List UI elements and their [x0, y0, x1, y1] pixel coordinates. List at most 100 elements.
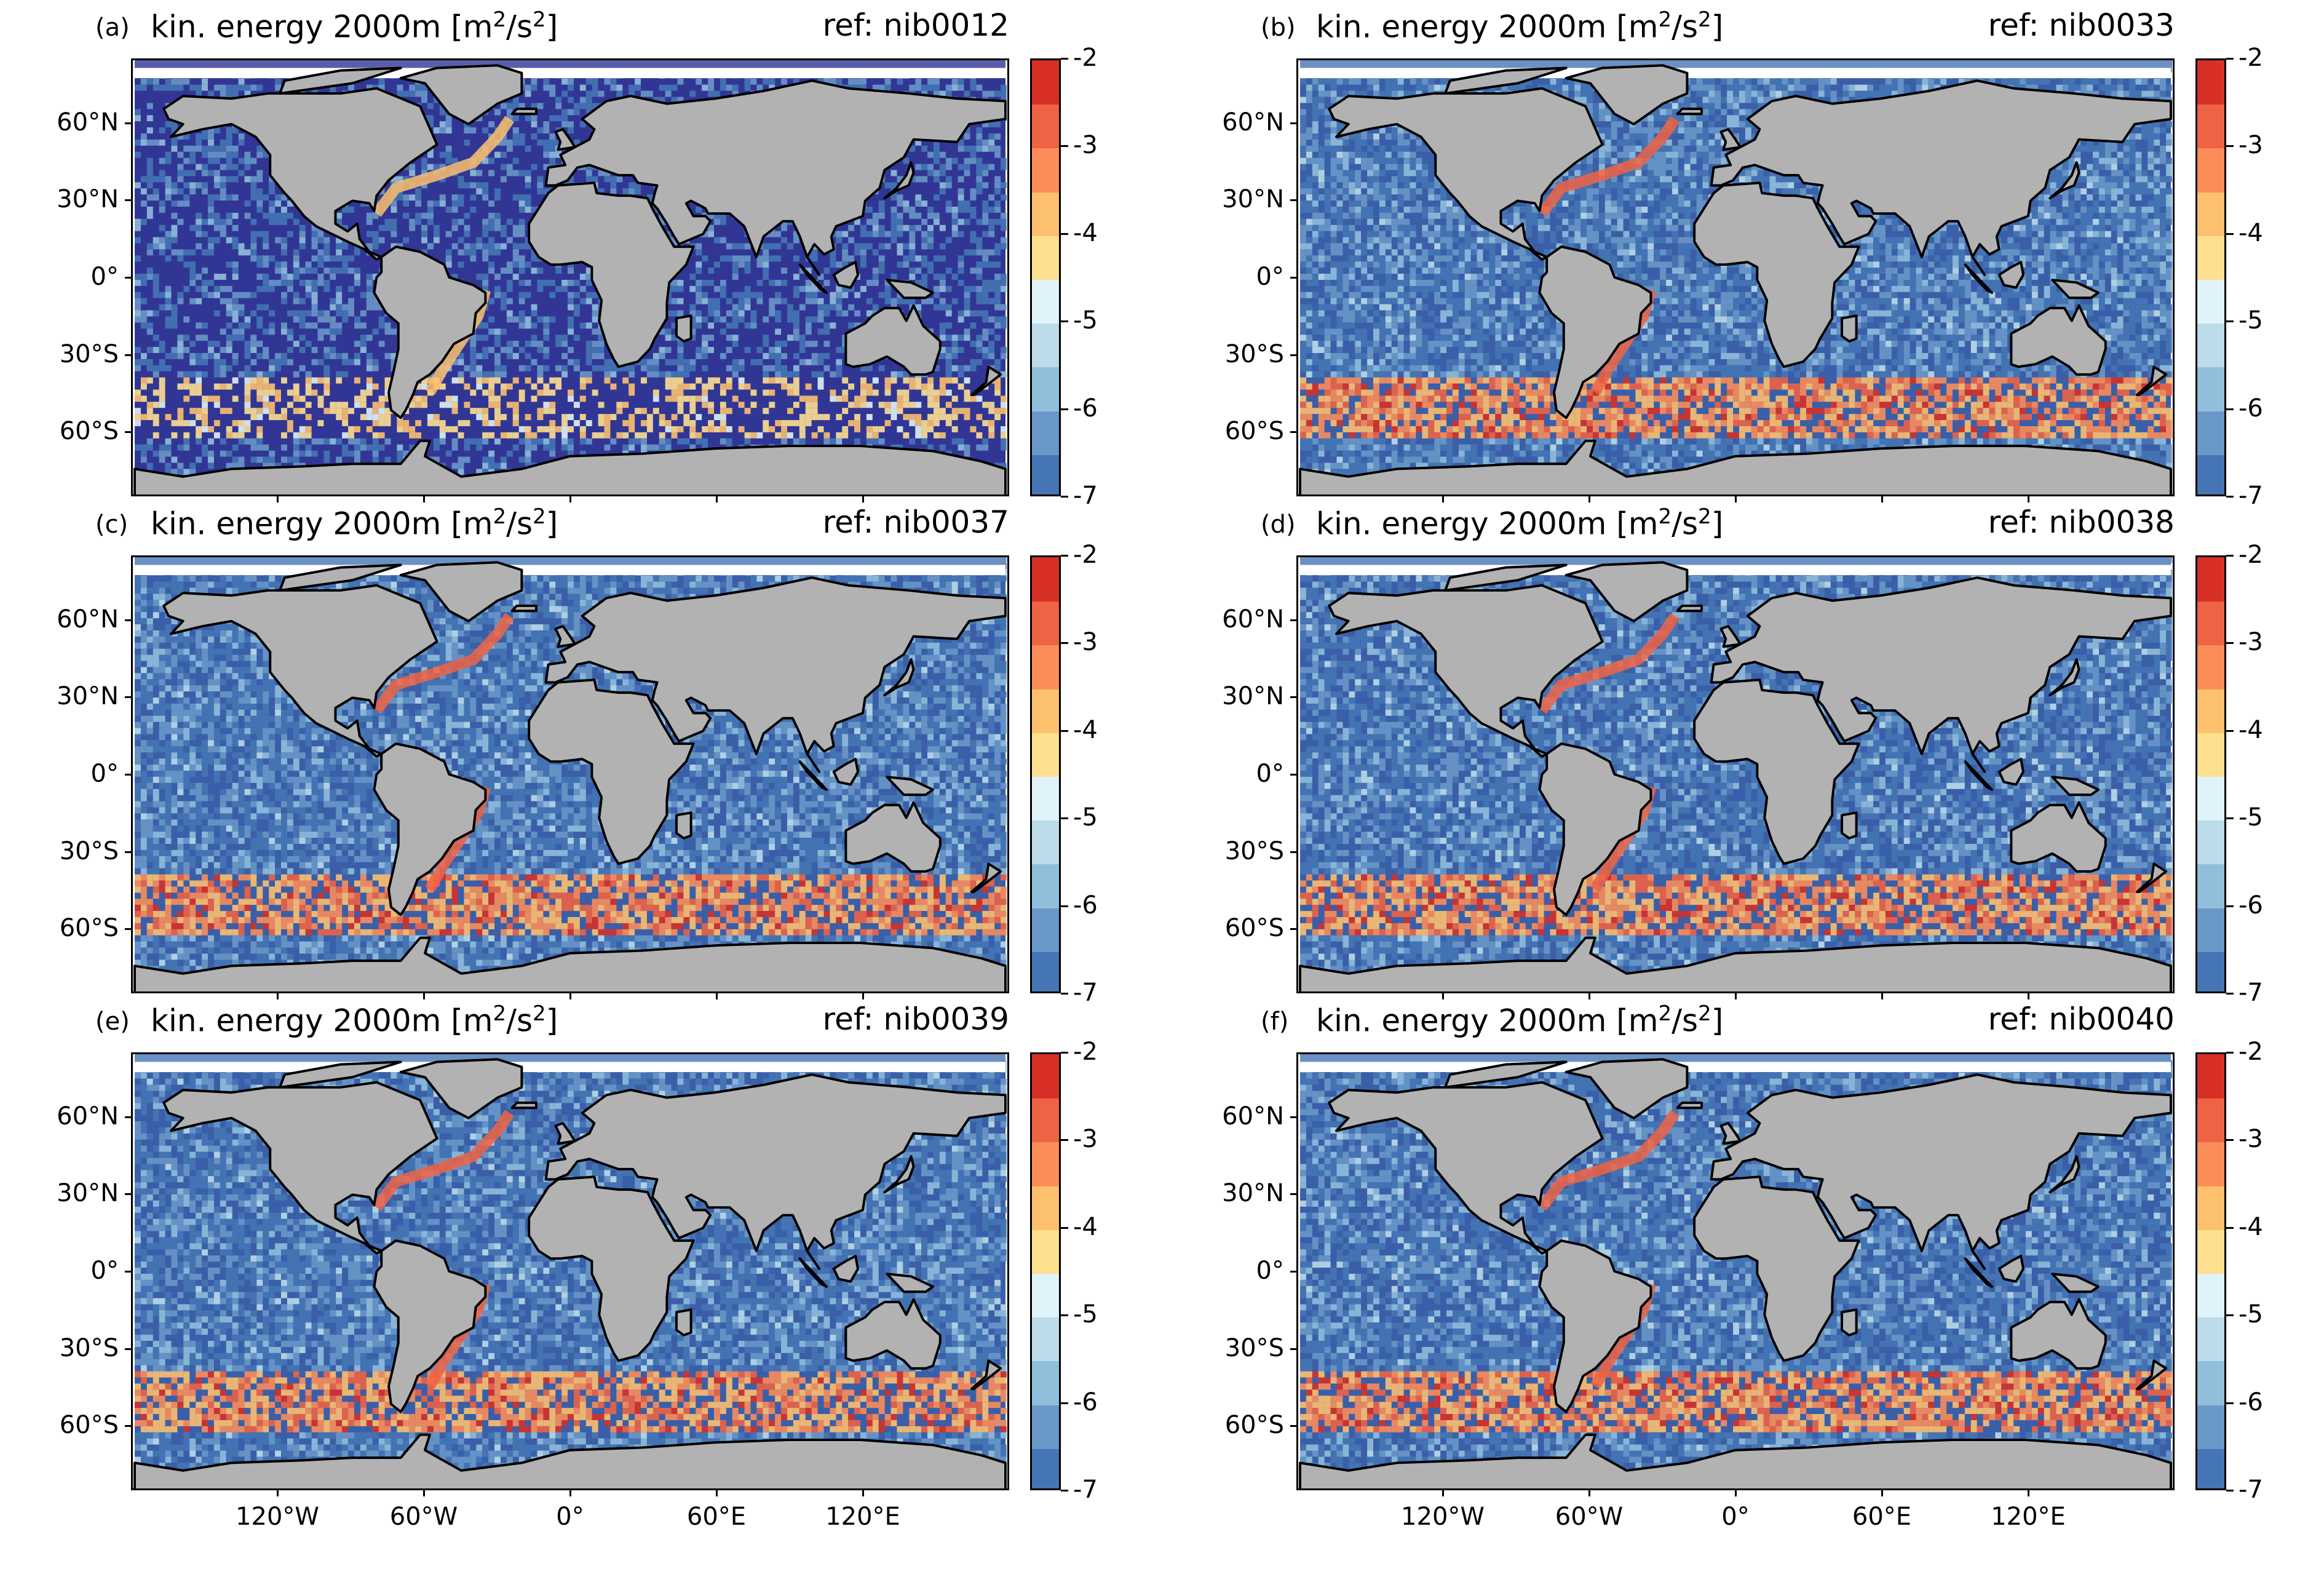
colorbar-band	[2197, 367, 2224, 411]
colorbar-tick-label: -5	[2239, 306, 2263, 335]
colorbar-tick-label: -7	[2239, 1476, 2263, 1504]
longitude-tick	[716, 993, 718, 999]
kinetic-energy-map	[131, 555, 1009, 993]
panel-title: kin. energy 2000m [m2/s2]	[1316, 504, 1723, 542]
latitude-label: 60°N	[1198, 605, 1284, 634]
colorbar-tick-label: -6	[2239, 891, 2263, 920]
colorbar-tick	[2226, 817, 2234, 820]
land-newGuinea	[886, 1273, 934, 1293]
latitude-label: 0°	[33, 1257, 119, 1285]
colorbar-tick-label: -2	[1073, 541, 1098, 569]
colorbar-band	[1032, 1054, 1059, 1099]
latitude-tick	[1290, 619, 1296, 621]
colorbar-band	[1032, 1404, 1059, 1449]
title-text: kin. energy 2000m [m	[1316, 1003, 1659, 1039]
title-superscript: 2	[493, 1001, 507, 1026]
colorbar-band	[1032, 601, 1059, 646]
land-newGuinea	[886, 279, 934, 300]
land-northAmerica	[1328, 584, 1604, 758]
colorbar-tick	[2226, 555, 2234, 557]
colorbar-tick	[1061, 642, 1068, 645]
colorbar-tick	[1061, 1139, 1068, 1142]
land-northAmerica	[162, 87, 438, 261]
panel-title: kin. energy 2000m [m2/s2]	[151, 504, 558, 542]
land-greenland	[1565, 561, 1689, 622]
land-uk	[1719, 625, 1742, 648]
colorbar-band	[1032, 279, 1059, 324]
land-eurasia	[1710, 1073, 2172, 1270]
colorbar-tick	[2226, 145, 2234, 148]
title-text: ]	[546, 506, 558, 542]
latitude-tick	[125, 619, 131, 621]
colorbar-band	[2197, 1098, 2224, 1143]
latitude-label: 30°N	[33, 185, 119, 213]
latitude-label: 60°S	[33, 1411, 119, 1439]
land-indonesia1	[798, 760, 828, 791]
land-southAmerica	[1538, 1239, 1652, 1413]
colorbar-tick	[1061, 1402, 1068, 1404]
latitude-label: 30°S	[1198, 1334, 1284, 1362]
land-greenland	[399, 1058, 523, 1119]
colorbar-band	[2197, 60, 2224, 105]
latitude-label: 30°N	[1198, 185, 1284, 213]
longitude-tick	[1881, 1490, 1883, 1496]
colorbar-tick-label: -4	[1073, 716, 1098, 744]
colorbar-band	[1032, 820, 1059, 865]
latitude-tick	[1290, 1348, 1296, 1350]
kinetic-energy-map	[1296, 1052, 2175, 1490]
panel-ref: ref: nib0039	[738, 1001, 1009, 1037]
colorbar-band	[2197, 645, 2224, 689]
colorbar-band	[1032, 1273, 1059, 1318]
title-text: ]	[1711, 9, 1724, 45]
longitude-tick	[569, 1490, 571, 1496]
title-text: /s	[506, 9, 533, 45]
land-antarctica	[1299, 936, 2172, 991]
land-indonesia1	[798, 263, 828, 294]
panel-label: (a)	[95, 14, 130, 42]
land-nz	[970, 365, 1002, 397]
map-canvas	[1299, 557, 2172, 991]
latitude-label: 0°	[1198, 760, 1284, 788]
land-eurasia	[544, 1073, 1007, 1270]
land-borneo	[1997, 1255, 2025, 1283]
longitude-tick	[1588, 1490, 1590, 1496]
land-indonesia1	[1964, 760, 1993, 791]
colorbar-tick	[1061, 729, 1068, 732]
latitude-tick	[125, 1271, 131, 1273]
longitude-tick	[1588, 496, 1590, 502]
colorbar-tick	[2226, 1226, 2234, 1229]
land-australia	[844, 1298, 942, 1370]
latitude-tick	[1290, 928, 1296, 931]
latitude-label: 0°	[33, 263, 119, 291]
land-southAmerica	[373, 245, 487, 419]
colorbar-tick	[2226, 729, 2234, 732]
colorbar-band	[2197, 191, 2224, 236]
latitude-label: 60°S	[1198, 914, 1284, 942]
colorbar-tick-label: -4	[1073, 1213, 1098, 1241]
land-uk	[1719, 128, 1742, 151]
colorbar-band	[1032, 148, 1059, 193]
colorbar-tick-label: -7	[2239, 482, 2263, 510]
longitude-label: 0°	[1686, 1503, 1785, 1531]
colorbar-band	[2197, 104, 2224, 149]
colorbar-band	[1032, 1317, 1059, 1362]
land-eurasia	[544, 79, 1007, 276]
latitude-label: 30°S	[1198, 340, 1284, 368]
title-superscript: 2	[1698, 7, 1711, 32]
land-eurasia	[1710, 79, 2172, 276]
latitude-tick	[125, 431, 131, 434]
title-text: ]	[1711, 1003, 1724, 1039]
colorbar-tick-label: -3	[2239, 131, 2263, 159]
colorbar-band	[2197, 235, 2224, 280]
land-madagascar	[675, 314, 692, 343]
title-superscript: 2	[1659, 504, 1672, 529]
title-superscript: 2	[533, 1001, 546, 1026]
land-uk	[554, 625, 576, 648]
colorbar-band	[1032, 410, 1059, 455]
map-canvas	[133, 1054, 1007, 1488]
land-arcticIslands	[279, 563, 402, 592]
colorbar-band	[2197, 1229, 2224, 1274]
colorbar-tick-label: -4	[2239, 1213, 2263, 1241]
panel-title: kin. energy 2000m [m2/s2]	[1316, 7, 1723, 45]
colorbar-band	[2197, 907, 2224, 952]
